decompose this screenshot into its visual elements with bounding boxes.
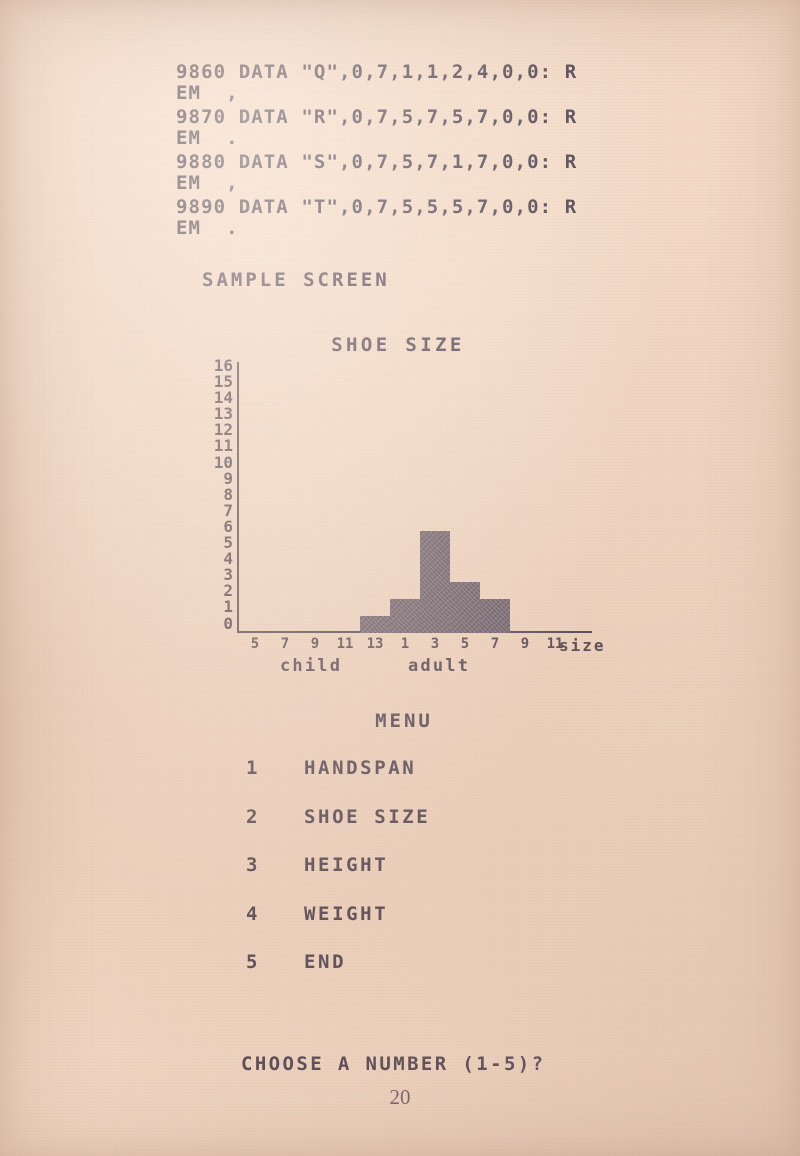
menu-item-label: END: [304, 951, 347, 973]
chart-bar: [480, 599, 510, 633]
menu-item-height[interactable]: 3 HEIGHT: [246, 854, 576, 903]
chart-x-tick-label: 1: [400, 636, 410, 652]
menu-item-number: 2: [246, 805, 258, 828]
chart-x-tick-labels: size 5 7 9 11 13 1 3 5 7 9 11: [237, 636, 677, 658]
code-listing-row: 9860 DATA "Q",0,7,1,1,2,4,0,0: R EM ,: [176, 62, 776, 104]
code-line-main: 9870 DATA "R",0,7,5,7,5,7,0,0: R: [176, 106, 578, 128]
menu-item-end[interactable]: 5 END: [246, 951, 576, 1000]
chart-group-labels: child adult: [237, 656, 677, 680]
chart-x-tick-label: 9: [520, 636, 530, 652]
chart-x-tick-label: 7: [280, 636, 290, 652]
menu-item-label: HEIGHT: [304, 854, 389, 876]
chart-x-tick-label: 5: [250, 636, 260, 652]
chart-y-tick-label: 0: [223, 613, 233, 633]
code-line-main: 9880 DATA "S",0,7,5,7,1,7,0,0: R: [176, 151, 578, 173]
chart-title: SHOE SIZE: [331, 334, 465, 356]
chart-bar: [450, 582, 480, 633]
code-listing-row: 9880 DATA "S",0,7,5,7,1,7,0,0: R EM ,: [176, 152, 776, 194]
code-line-continuation: EM ,: [176, 172, 239, 194]
code-listing-row: 9870 DATA "R",0,7,5,7,5,7,0,0: R EM .: [176, 107, 776, 149]
chart-x-axis-label: size: [559, 636, 606, 655]
chart-x-tick-label: 5: [460, 636, 470, 652]
code-line-continuation: EM .: [176, 127, 239, 149]
chart-y-tick-labels: 16 15 14 13 12 11 10 9 8 7 6 5 4 3 2 1 0: [195, 357, 233, 633]
chart-bar: [390, 599, 420, 633]
code-line-main: 9860 DATA "Q",0,7,1,1,2,4,0,0: R: [176, 61, 578, 83]
menu-item-shoe-size[interactable]: 2 SHOE SIZE: [246, 806, 576, 855]
menu-item-weight[interactable]: 4 WEIGHT: [246, 903, 576, 952]
code-line-continuation: EM .: [176, 217, 239, 239]
menu-item-label: HANDSPAN: [304, 757, 417, 779]
chart-group-label: child: [280, 656, 343, 676]
menu-item-number: 4: [246, 902, 258, 925]
code-listing: 9860 DATA "Q",0,7,1,1,2,4,0,0: R EM , 98…: [176, 62, 776, 242]
chart-x-tick-label: 13: [366, 636, 384, 652]
chart-plot-area: 16 15 14 13 12 11 10 9 8 7 6 5 4 3 2 1 0 size 5 7 9 11 13 1 3 5…: [214, 357, 604, 676]
chart-group-label: adult: [408, 656, 471, 676]
code-listing-row: 9890 DATA "T",0,7,5,5,5,7,0,0: R EM .: [176, 197, 776, 239]
menu-item-handspan[interactable]: 1 HANDSPAN: [246, 757, 576, 806]
menu-item-label: SHOE SIZE: [304, 805, 431, 828]
chart-x-tick-label: 11: [546, 636, 564, 652]
chart-x-tick-label: 3: [430, 636, 440, 652]
input-prompt: CHOOSE A NUMBER (1-5)?: [241, 1053, 546, 1075]
sample-screen-chart: SHOE SIZE 16 15 14 13 12 11 10 9 8 7 6 5 4 3 2 1 0 size …: [0, 320, 800, 710]
page-number: 20: [389, 1085, 411, 1109]
menu-list: 1 HANDSPAN 2 SHOE SIZE 3 HEIGHT 4 WEIGHT…: [246, 757, 576, 1000]
code-line-main: 9890 DATA "T",0,7,5,5,5,7,0,0: R: [176, 196, 578, 218]
chart-x-tick-label: 9: [310, 636, 320, 652]
menu-item-label: WEIGHT: [304, 902, 389, 925]
sample-screen-heading: SAMPLE SCREEN: [202, 269, 390, 291]
menu-item-number: 5: [246, 951, 258, 973]
menu-item-number: 3: [246, 854, 258, 876]
menu-item-number: 1: [246, 757, 258, 779]
chart-bar: [360, 616, 390, 633]
chart-x-tick-label: 7: [490, 636, 500, 652]
chart-bars: [237, 362, 592, 633]
menu-heading: MENU: [375, 710, 433, 732]
chart-x-tick-label: 11: [336, 636, 354, 652]
code-line-continuation: EM ,: [176, 82, 239, 104]
chart-bar: [420, 531, 450, 633]
